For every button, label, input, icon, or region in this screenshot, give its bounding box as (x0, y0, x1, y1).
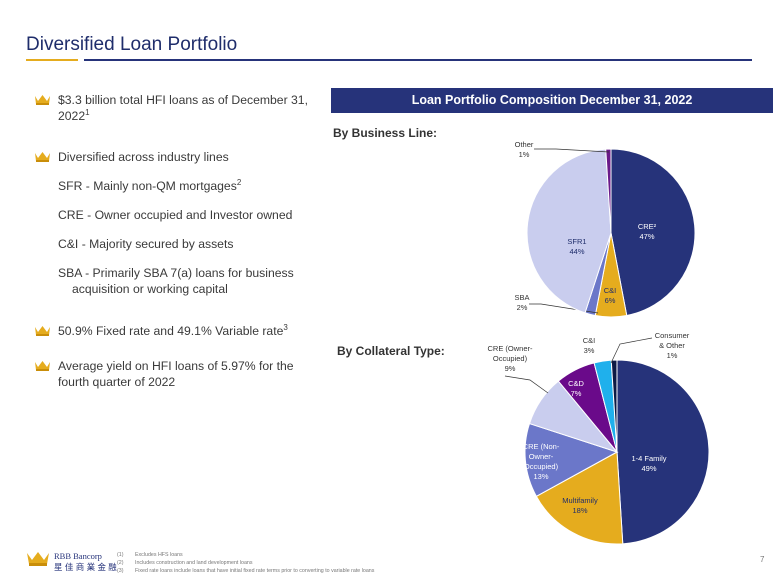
title-rule-gold (26, 59, 78, 61)
logo-wordmark-chinese: 星 佳 商 業 金 融 (54, 562, 117, 572)
leader-line (610, 337, 653, 364)
crown-icon (35, 95, 50, 105)
slice-percent-label: 18% (572, 506, 587, 515)
slice-percent-label: 13% (533, 472, 548, 481)
bullet-total-loans: $3.3 billion total HFI loans as of Decem… (34, 92, 319, 124)
pie-slice-consumer-other (610, 359, 618, 453)
slice-label: SFR1 (567, 237, 586, 246)
title-rule-navy (84, 59, 752, 61)
footnote-ref: 1 (85, 107, 90, 117)
footnote-ref: 2 (236, 177, 242, 187)
pie-slice-cre (610, 148, 696, 317)
bullet-average-yield: Average yield on HFI loans of 5.97% for … (34, 358, 319, 390)
slice-label: 1-4 Family (631, 454, 666, 463)
sub-bullet-sba-line2: acquisition or working capital (72, 282, 228, 296)
slice-label: C&D (568, 379, 584, 388)
bullet-total-loans-text: $3.3 billion total HFI loans as of Decem… (58, 93, 308, 123)
slice-label: CRE (Owner- (487, 344, 533, 353)
bullet-diversified-text: Diversified across industry lines (58, 150, 229, 164)
slice-percent-label: 1% (519, 150, 530, 159)
slice-label: CRE (Non- (523, 442, 560, 451)
slice-percent-label: 47% (639, 232, 654, 241)
pie-slice-multifamily (535, 451, 624, 545)
slice-percent-label: 3% (584, 346, 595, 355)
slice-percent-label: 7% (571, 389, 582, 398)
sub-bullet-sfr-text: SFR - Mainly non-QM mortgages (58, 179, 237, 193)
sub-bullet-sba-line1: SBA - Primarily SBA 7(a) loans for busin… (58, 266, 294, 280)
rbb-logo-icon (27, 552, 49, 566)
highlights-list: $3.3 billion total HFI loans as of Decem… (34, 92, 319, 390)
page-title: Diversified Loan Portfolio (26, 34, 238, 55)
bullet-diversified: Diversified across industry lines (34, 149, 319, 165)
chart-banner: Loan Portfolio Composition December 31, … (331, 88, 773, 113)
slice-percent-label: 44% (569, 247, 584, 256)
slice-percent-label: 49% (641, 464, 656, 473)
crown-icon (35, 326, 50, 336)
pie-slice-sfr1 (526, 148, 612, 314)
slice-label: Multifamily (562, 496, 598, 505)
leader-line (534, 148, 610, 153)
pie-slice-cre-non-owner-occupied (524, 422, 619, 498)
sub-bullet-cre: CRE - Owner occupied and Investor owned (58, 208, 293, 222)
slice-label: SBA (514, 293, 529, 302)
slice-percent-label: 2% (517, 303, 528, 312)
pie-slice-other (605, 148, 612, 234)
slice-label: CRE² (638, 222, 657, 231)
pie-slice-1-4-family (616, 359, 710, 545)
footnote-1: (1) Excludes HFS loans (117, 552, 183, 558)
logo-wordmark: RBB Bancorp (54, 551, 102, 561)
bullet-rate-mix-text: 50.9% Fixed rate and 49.1% Variable rate (58, 324, 284, 338)
slice-label: & Other (659, 341, 685, 350)
footnotes: (1) Excludes HFS loans (2) Includes constr… (117, 551, 374, 575)
section-label-business-line: By Business Line: (333, 126, 438, 140)
bullet-average-yield-line2: fourth quarter of 2022 (58, 375, 176, 389)
slice-label: C&I (583, 336, 596, 345)
slice-percent-label: 6% (605, 296, 616, 305)
page-number: 7 (760, 555, 765, 564)
slice-percent-label: 9% (505, 364, 516, 373)
section-label-collateral-type: By Collateral Type: (337, 344, 445, 358)
slice-label: Owner- (529, 452, 554, 461)
slice-label: Occupied) (524, 462, 559, 471)
slice-label: C&I (604, 286, 617, 295)
sub-bullet-sfr: SFR - Mainly non-QM mortgages2 (34, 178, 319, 194)
crown-icon (35, 152, 50, 162)
bullet-rate-mix: 50.9% Fixed rate and 49.1% Variable rate… (34, 323, 319, 339)
footnote-3: (3) Fixed rate loans include loans that h… (117, 568, 375, 574)
leader-line (504, 375, 549, 394)
slice-label: Other (515, 140, 534, 149)
sub-bullet-ci: C&I - Majority secured by assets (58, 237, 234, 251)
slice-label: Occupied) (493, 354, 528, 363)
bullet-average-yield-line1: Average yield on HFI loans of 5.97% for … (58, 359, 294, 373)
footnote-ref: 3 (283, 322, 288, 332)
slice-percent-label: 1% (667, 351, 678, 360)
footnote-2: (2) Includes construction and land develo… (117, 560, 253, 566)
crown-icon (35, 361, 50, 371)
slice-label: Consumer (655, 331, 690, 340)
